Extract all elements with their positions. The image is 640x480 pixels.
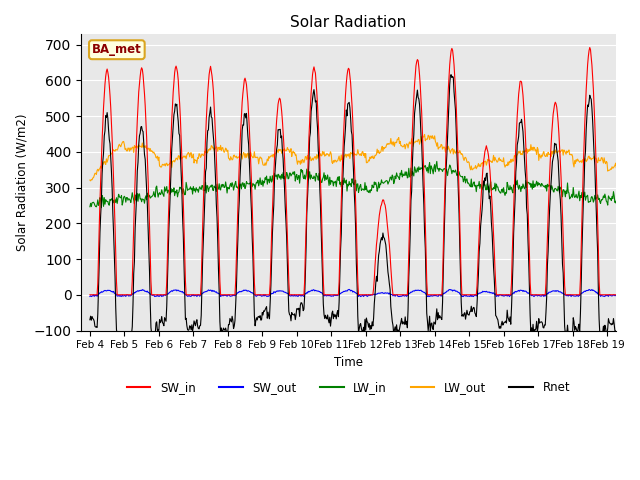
SW_out: [470, 294, 477, 300]
LW_out: [470, 165, 478, 171]
LW_out: [161, 163, 169, 169]
Rnet: [335, 314, 342, 320]
SW_in: [161, 292, 168, 298]
LW_in: [86, 204, 93, 210]
LW_in: [88, 200, 96, 206]
Line: LW_in: LW_in: [90, 161, 623, 208]
SW_out: [86, 294, 93, 300]
SW_in: [586, 45, 594, 50]
SW_in: [314, 103, 321, 109]
SW_out: [620, 292, 627, 298]
Line: Rnet: Rnet: [90, 75, 623, 334]
SW_in: [88, 292, 96, 298]
Text: BA_met: BA_met: [92, 43, 141, 56]
LW_out: [483, 160, 491, 166]
SW_out: [161, 292, 168, 298]
SW_out: [334, 292, 342, 298]
SW_out: [506, 294, 513, 300]
LW_in: [483, 181, 491, 187]
Line: SW_in: SW_in: [90, 48, 623, 295]
LW_in: [470, 179, 478, 185]
Line: LW_out: LW_out: [90, 134, 623, 181]
Rnet: [314, 148, 322, 154]
LW_in: [433, 158, 440, 164]
Rnet: [86, 317, 93, 323]
LW_out: [87, 178, 95, 184]
Rnet: [88, 313, 96, 319]
Rnet: [470, 305, 478, 311]
SW_in: [86, 292, 93, 298]
SW_in: [482, 146, 490, 152]
LW_in: [97, 205, 105, 211]
SW_in: [469, 292, 477, 298]
Rnet: [483, 170, 491, 176]
Title: Solar Radiation: Solar Radiation: [291, 15, 406, 30]
Y-axis label: Solar Radiation (W/m2): Solar Radiation (W/m2): [15, 113, 28, 251]
LW_in: [335, 178, 342, 183]
SW_in: [334, 292, 342, 298]
Line: SW_out: SW_out: [90, 289, 623, 297]
Rnet: [161, 316, 169, 322]
LW_out: [420, 132, 428, 137]
LW_in: [161, 188, 169, 194]
LW_out: [89, 175, 97, 181]
SW_out: [88, 293, 96, 299]
LW_out: [86, 177, 93, 183]
Legend: SW_in, SW_out, LW_in, LW_out, Rnet: SW_in, SW_out, LW_in, LW_out, Rnet: [122, 376, 575, 399]
SW_out: [483, 288, 490, 294]
LW_out: [314, 152, 322, 157]
SW_in: [620, 292, 627, 298]
LW_in: [314, 177, 322, 183]
Rnet: [113, 331, 121, 337]
Rnet: [620, 331, 627, 337]
Rnet: [447, 72, 455, 78]
LW_out: [620, 158, 627, 164]
SW_out: [346, 287, 353, 292]
X-axis label: Time: Time: [334, 356, 363, 369]
SW_out: [314, 288, 321, 294]
LW_in: [620, 202, 627, 208]
LW_out: [335, 156, 342, 161]
